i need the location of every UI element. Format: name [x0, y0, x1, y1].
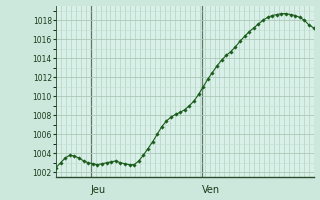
Text: Ven: Ven [202, 185, 220, 195]
Text: Jeu: Jeu [91, 185, 106, 195]
